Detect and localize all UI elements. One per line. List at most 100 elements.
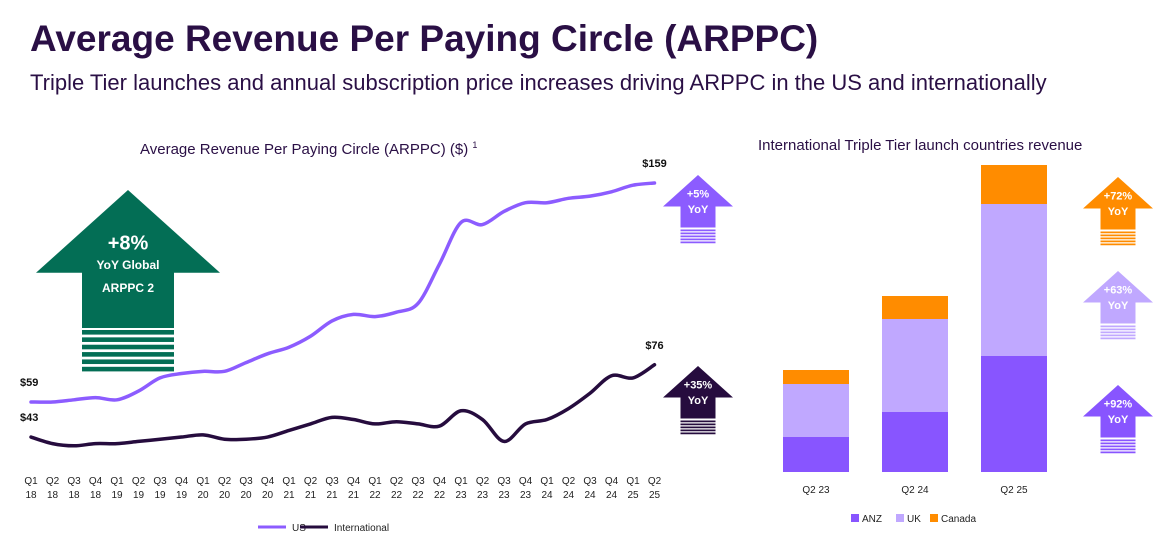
x-tick-label-quarter: Q3 (497, 476, 511, 487)
bar-segment-uk (981, 204, 1047, 356)
arrow-stripe (82, 359, 174, 365)
start-value-label: $59 (20, 377, 38, 389)
arrow-label: YoY (688, 204, 709, 216)
x-tick-label-quarter: Q3 (67, 476, 81, 487)
arrow-stripe (82, 330, 174, 335)
arrow-stripe (680, 426, 716, 429)
end-value-label: $159 (642, 158, 666, 170)
x-tick-label-quarter: Q4 (89, 476, 103, 487)
bar-segment-canada (882, 296, 948, 319)
legend-swatch (930, 514, 938, 522)
start-value-label: $43 (20, 412, 38, 424)
yoy-badge-international: +35% YoY (663, 366, 733, 435)
x-tick-label-quarter: Q1 (24, 476, 38, 487)
x-tick-label-year: 18 (47, 490, 59, 501)
arrow-label: +8% (108, 233, 149, 255)
arrow-stripe (82, 366, 174, 372)
arrow-label: +5% (687, 189, 710, 201)
bar-chart-title: International Triple Tier launch countri… (758, 137, 1083, 154)
legend-swatch (896, 514, 904, 522)
arrow-stripe (1100, 442, 1136, 445)
x-tick-label-quarter: Q3 (583, 476, 597, 487)
x-tick-label-quarter: Q1 (110, 476, 124, 487)
arrow-up-icon (663, 366, 733, 419)
line-chart-title: Average Revenue Per Paying Circle (ARPPC… (140, 140, 477, 158)
page-subtitle: Triple Tier launches and annual subscrip… (30, 70, 1047, 95)
arrow-label: YoY Global (97, 258, 160, 272)
arrow-stripe (82, 344, 174, 350)
x-tick-label-year: 25 (627, 490, 639, 501)
arrow-stripe (1100, 234, 1136, 237)
x-tick-label-quarter: Q4 (519, 476, 533, 487)
line-series-us (29, 181, 657, 404)
x-tick-label-quarter: Q4 (433, 476, 447, 487)
arrow-label: YoY (1108, 414, 1129, 426)
x-tick-label-year: 20 (240, 490, 252, 501)
x-tick-label-quarter: Q1 (454, 476, 468, 487)
arrow-up-icon (36, 190, 220, 328)
arrow-stripe (680, 420, 716, 423)
x-tick-label-quarter: Q4 (175, 476, 189, 487)
x-tick-label-year: 19 (111, 490, 123, 501)
arrow-label: YoY (1108, 300, 1129, 312)
arrow-stripe (1100, 337, 1136, 340)
line-series-international (29, 363, 657, 448)
legend-label: UK (907, 514, 921, 525)
line-chart-title-text: Average Revenue Per Paying Circle (ARPPC… (140, 141, 469, 158)
arrow-label: YoY (688, 395, 709, 407)
arrow-stripe (680, 423, 716, 426)
yoy-badge-anz: +92% YoY (1083, 385, 1153, 454)
x-tick-label-year: 19 (154, 490, 166, 501)
x-tick-label-quarter: Q1 (368, 476, 382, 487)
x-tick-label-quarter: Q2 (562, 476, 576, 487)
yoy-badge-us: +5% YoY (663, 175, 733, 244)
arrow-stripe (680, 241, 716, 244)
page-title: Average Revenue Per Paying Circle (ARPPC… (30, 18, 819, 59)
arrow-up-icon (1083, 385, 1153, 438)
x-tick-label-quarter: Q3 (239, 476, 253, 487)
legend-label: International (334, 523, 389, 534)
x-tick-label-year: 24 (541, 490, 553, 501)
x-tick-label-quarter: Q2 (390, 476, 404, 487)
x-tick-label-year: 22 (412, 490, 424, 501)
bar-segment-canada (783, 370, 849, 384)
arrow-stripe (1100, 439, 1136, 442)
x-tick-label-year: 18 (90, 490, 102, 501)
x-tick-label-year: 21 (283, 490, 295, 501)
arrow-up-icon (663, 175, 733, 228)
bar-segment-uk (783, 384, 849, 437)
x-tick-label-year: 22 (391, 490, 403, 501)
x-tick-label-quarter: Q2 (648, 476, 662, 487)
x-tick-label-quarter: Q4 (261, 476, 275, 487)
arrow-stripe (1100, 243, 1136, 246)
arrow-stripe (1100, 325, 1136, 328)
arrow-label: +92% (1104, 399, 1133, 411)
arrow-label: ARPPC 2 (102, 281, 154, 295)
arrow-stripe (1100, 328, 1136, 331)
x-tick-label-year: 23 (477, 490, 489, 501)
arrow-up-icon (1083, 177, 1153, 230)
arrow-stripe (1100, 451, 1136, 454)
arrow-stripe (82, 337, 174, 342)
x-tick-label-year: 22 (434, 490, 446, 501)
x-tick-label-year: 20 (219, 490, 231, 501)
x-tick-label-year: 19 (133, 490, 145, 501)
arrow-label: +35% (684, 380, 713, 392)
arrow-stripe (1100, 231, 1136, 234)
arrow-stripe (1100, 331, 1136, 334)
x-tick-label-quarter: Q1 (282, 476, 296, 487)
x-tick-label-quarter: Q1 (196, 476, 210, 487)
x-tick-label-year: 19 (176, 490, 188, 501)
arrow-stripe (1100, 240, 1136, 243)
arrow-stripe (680, 235, 716, 238)
x-tick-label: Q2 24 (901, 485, 929, 496)
x-tick-label-year: 22 (369, 490, 381, 501)
yoy-badge-uk: +63% YoY (1083, 271, 1153, 340)
bar-segment-anz (882, 412, 948, 472)
arrow-stripe (680, 229, 716, 232)
footnote-marker: 1 (472, 140, 478, 150)
arrow-stripe (1100, 448, 1136, 451)
bar-segment-uk (882, 319, 948, 412)
